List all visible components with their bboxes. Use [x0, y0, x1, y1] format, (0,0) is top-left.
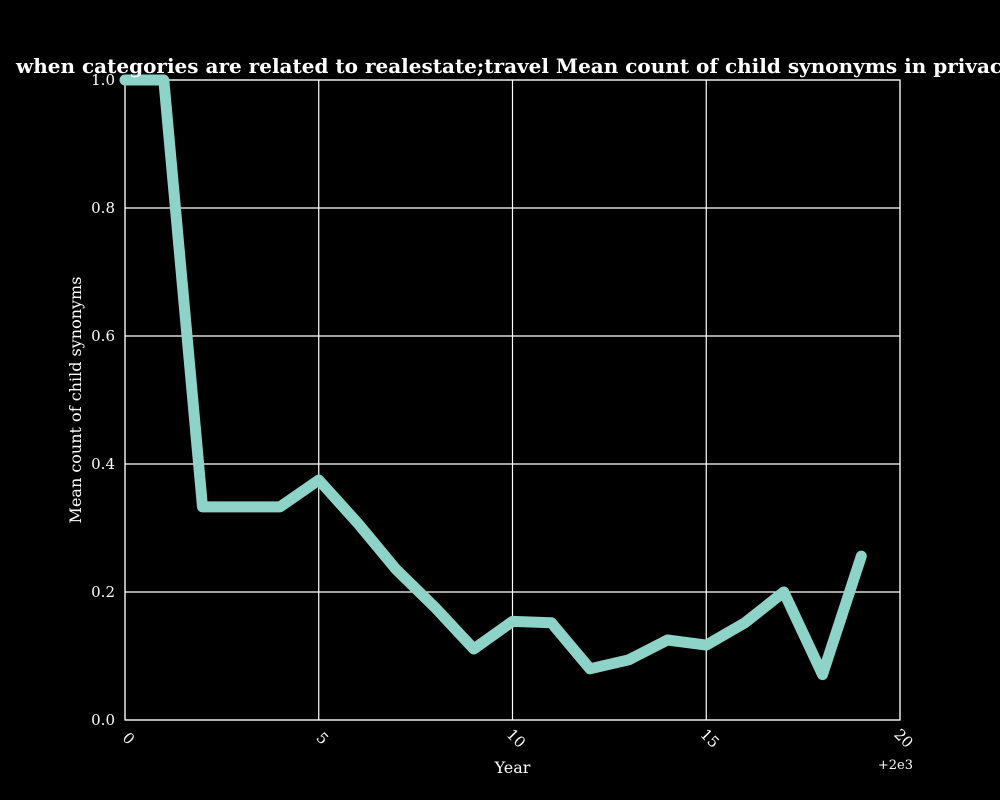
series-line — [119, 74, 867, 681]
data-point — [744, 622, 746, 624]
data-point — [667, 639, 668, 641]
x-axis-label: Year — [494, 758, 531, 777]
y-tick-label: 0.6 — [91, 327, 115, 345]
data-point — [163, 79, 165, 81]
data-point — [434, 606, 436, 608]
data-point — [822, 674, 823, 676]
data-point — [860, 555, 862, 557]
chart-title: when categories are related to realestat… — [15, 54, 1000, 78]
data-point — [357, 522, 358, 524]
data-point — [783, 591, 785, 593]
data-point — [705, 644, 707, 646]
y-tick-labels: 0.0 0.2 0.4 0.6 0.8 1.0 — [91, 71, 115, 729]
y-tick-label: 0.0 — [91, 711, 115, 729]
data-point — [202, 506, 203, 508]
plot-frame — [124, 79, 901, 721]
y-tick-label: 0.8 — [91, 199, 115, 217]
data-point — [473, 648, 475, 650]
data-point — [395, 569, 397, 571]
data-point — [628, 659, 630, 661]
data-point — [124, 79, 126, 81]
x-axis-offset-label: +2e3 — [878, 758, 913, 773]
y-tick-label: 0.4 — [91, 455, 115, 473]
data-point — [589, 668, 591, 670]
data-point — [512, 620, 513, 622]
data-point — [279, 506, 281, 508]
y-axis-label: Mean count of child synonyms — [66, 277, 85, 524]
data-point — [240, 506, 242, 508]
y-tick-label: 1.0 — [91, 71, 115, 89]
data-point — [318, 479, 320, 481]
series-layer — [119, 74, 867, 681]
y-tick-label: 0.2 — [91, 583, 115, 601]
data-point — [550, 622, 552, 624]
